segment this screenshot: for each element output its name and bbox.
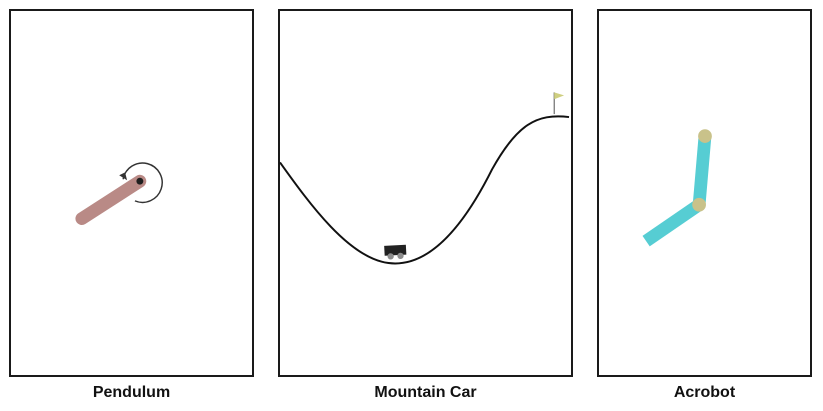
car-wheel-left [387,253,394,260]
mountain-car-scene [279,92,570,265]
acrobot-joint-middle [692,197,706,212]
acrobot-link-upper [692,135,712,206]
mountain-car-panel [278,9,573,377]
acrobot-joint-top [698,129,712,143]
pendulum-pivot [136,177,144,185]
torque-arrow-icon [122,162,163,204]
car [384,244,407,260]
acrobot-caption: Acrobot [673,384,736,401]
pendulum-scene [75,162,163,225]
pendulum-panel [9,9,254,377]
acrobot-panel [597,9,812,377]
pendulum-rod [75,174,147,225]
acrobot-link-lower [642,199,703,247]
acrobot-scene [642,129,712,247]
car-wheel-right [397,252,404,260]
flag-icon [554,92,565,100]
pendulum-caption: Pendulum [92,384,171,401]
mountain-car-caption: Mountain Car [374,384,477,401]
mountain-curve [279,115,570,265]
